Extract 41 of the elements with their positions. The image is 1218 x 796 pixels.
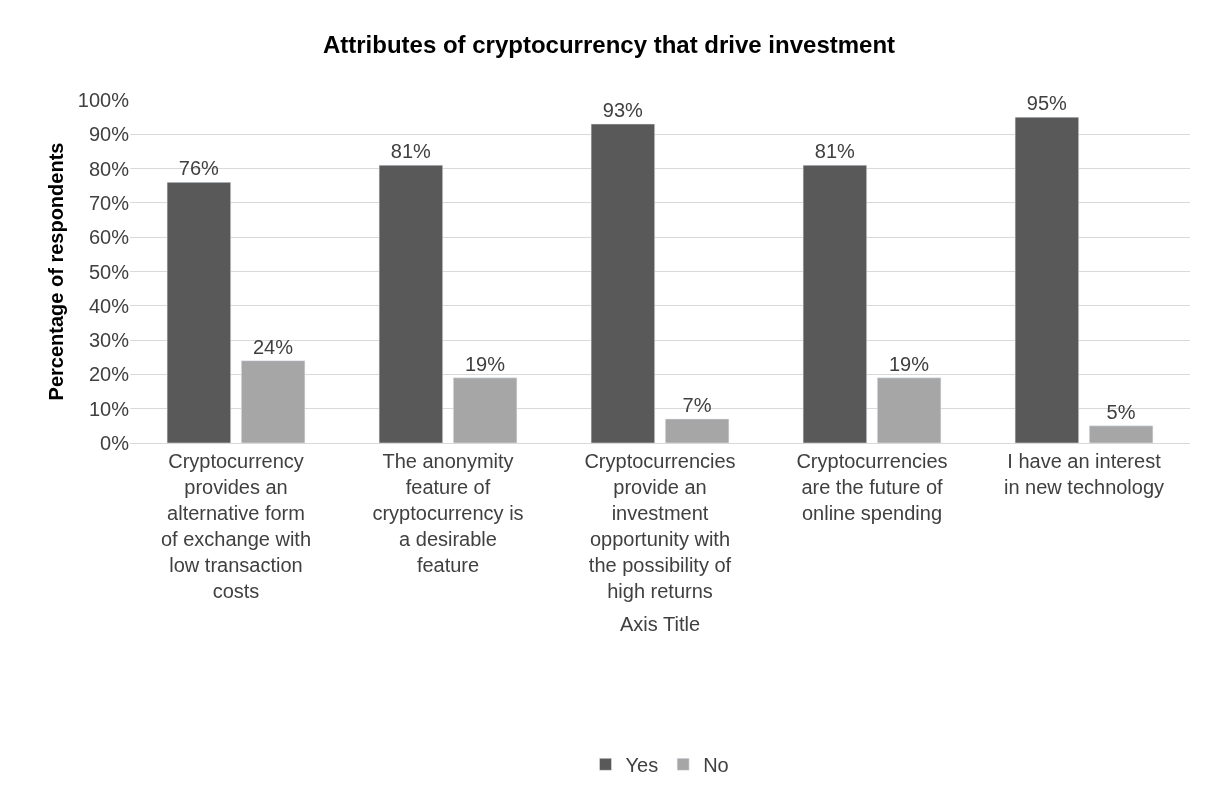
bar	[877, 377, 942, 443]
x-tick-label: Cryptocurrency provides an alternative form of exchange with low transaction costs	[160, 450, 312, 602]
data-label: 19%	[464, 352, 506, 375]
chart-title: Attributes of cryptocurrency that drive investment	[322, 30, 896, 58]
x-tick-label: Cryptocurrencies are the future of online spending	[796, 450, 948, 524]
data-label: 76%	[178, 157, 220, 180]
y-tick-label: 70%	[88, 191, 130, 214]
data-label: 95%	[1026, 92, 1068, 115]
x-tick-label: I have an interest in new technology	[1003, 450, 1165, 498]
y-tick-label: 20%	[88, 363, 130, 386]
legend-label: No	[703, 754, 729, 777]
data-label: 7%	[682, 393, 712, 416]
data-label: 5%	[1106, 400, 1136, 423]
y-tick-label: 80%	[88, 157, 130, 180]
y-tick-label: 30%	[88, 329, 130, 352]
data-label: 81%	[814, 140, 856, 163]
x-axis-title: Axis Title	[619, 612, 701, 635]
bar	[1014, 116, 1079, 443]
y-tick-label: 10%	[88, 397, 130, 420]
y-tick-label: 60%	[88, 226, 130, 249]
y-axis-title: Percentage of respondents	[45, 142, 68, 401]
data-label: 81%	[390, 140, 432, 163]
y-tick-label: 50%	[88, 260, 130, 283]
bar	[590, 123, 655, 443]
legend-label: Yes	[625, 754, 659, 777]
data-label: 24%	[252, 335, 294, 358]
bar	[665, 418, 730, 443]
bar	[166, 182, 231, 443]
x-tick-label: Cryptocurrencies provide an investment opportunity with the possibility of high returns	[584, 450, 736, 602]
bar	[453, 377, 518, 443]
x-tick-label: The anonymity feature of cryptocurrency is a desirable feature	[372, 450, 524, 576]
bar	[1089, 425, 1154, 443]
bar	[241, 360, 306, 443]
y-tick-label: 90%	[88, 123, 130, 146]
bar	[378, 164, 443, 443]
y-tick-label: 0%	[100, 432, 130, 454]
data-label: 19%	[888, 352, 930, 375]
bar	[802, 164, 867, 443]
y-tick-label: 40%	[88, 294, 130, 317]
y-tick-label: 100%	[77, 89, 130, 111]
data-label: 93%	[602, 99, 644, 122]
